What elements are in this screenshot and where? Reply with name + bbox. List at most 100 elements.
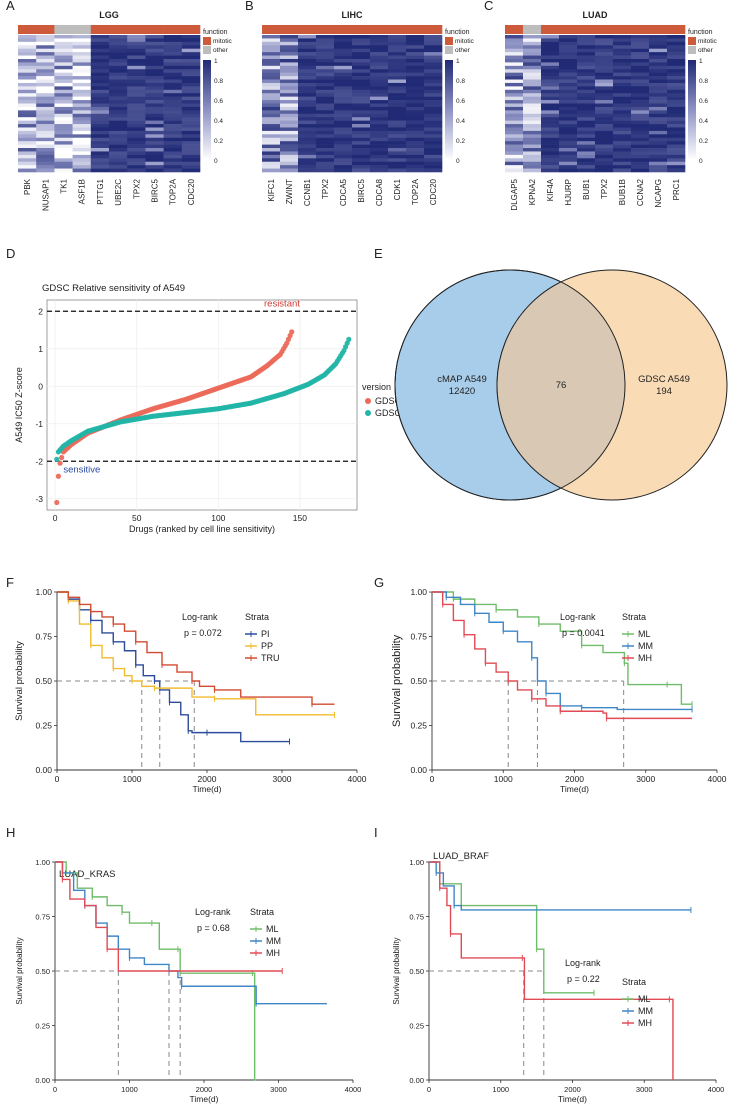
heatmap-cell (90, 35, 110, 39)
heatmap-cell (370, 96, 389, 101)
heatmap-cell (505, 45, 524, 49)
heatmap-cell (667, 41, 686, 46)
heatmap-cell (72, 86, 92, 91)
heatmap-cell (523, 89, 542, 94)
survival-curve-ml (432, 591, 693, 705)
heatmap-cell (72, 69, 92, 73)
heatmap-cell (577, 103, 596, 108)
heatmap-cell (649, 72, 668, 77)
heatmap-cell (559, 45, 578, 49)
heatmap-cell (406, 113, 425, 118)
heatmap-cell (352, 100, 371, 104)
venn-count-gdsc: 194 (656, 386, 672, 397)
scatter-point-gdsc1 (289, 329, 295, 335)
heatmap-cell (370, 55, 389, 60)
colorbar-tick: 1 (699, 58, 703, 65)
heatmap-cell (541, 58, 560, 63)
heatmap-cell (406, 93, 425, 97)
heatmap-cell (505, 62, 524, 67)
p-value: p = 0.22 (567, 974, 600, 984)
heatmap-cell (667, 89, 686, 94)
heatmap-cell (388, 89, 407, 94)
heatmap-cell (559, 41, 578, 46)
heatmap-cell (649, 106, 668, 111)
heatmap-cell (370, 113, 389, 118)
heatmap-cell (72, 79, 92, 84)
heatmap-cell (280, 65, 299, 70)
y-tick-label: 1.00 (409, 858, 424, 867)
heatmap-cell (90, 127, 110, 132)
heatmap-cell (424, 35, 443, 39)
heatmap-cell (298, 141, 317, 145)
heatmap-cell (163, 82, 183, 87)
heatmap-cell (559, 137, 578, 142)
heatmap-cell (505, 86, 524, 91)
colorbar (445, 60, 453, 160)
heatmap-cell (424, 100, 443, 104)
panel-letter-i: I (374, 825, 378, 840)
heatmap-cell (54, 124, 73, 128)
heatmap-cell (370, 69, 389, 73)
heatmap-cell (54, 141, 73, 145)
legend-label-mh: MH (266, 948, 280, 958)
heatmap-cell (424, 161, 443, 166)
heatmap-cell (370, 89, 389, 94)
heatmap-cell (352, 120, 371, 125)
heatmap-cell (631, 86, 650, 91)
heatmap-cell (352, 96, 371, 101)
heatmap-cell (388, 82, 407, 87)
survival-curve-mm (429, 861, 691, 911)
heatmap-cell (163, 117, 183, 121)
heatmap-cell (163, 154, 183, 159)
heatmap-cell (649, 100, 668, 104)
panel-letter-h: H (6, 825, 15, 840)
x-axis-label: Drugs (ranked by cell line sensitivity) (129, 524, 275, 534)
heatmap-cell (109, 65, 128, 70)
heatmap-cell (280, 45, 299, 49)
heatmap-cell (127, 154, 146, 159)
heatmap-cell (667, 58, 686, 63)
function-bar-pbk (18, 25, 37, 34)
heatmap-cell (298, 127, 317, 132)
heatmap-cell (262, 113, 281, 118)
heatmap-cell (649, 55, 668, 60)
gene-label-tpx2: TPX2 (600, 178, 609, 199)
heatmap-cell (595, 69, 614, 73)
heatmap-cell (370, 110, 389, 115)
heatmap-cell (595, 154, 614, 159)
heatmap-cell (54, 45, 73, 49)
heatmap-cell (36, 120, 55, 125)
function-bar-hjurp (559, 25, 578, 34)
heatmap-cell (649, 165, 668, 169)
heatmap-cell (613, 38, 632, 43)
heatmap-cell (613, 82, 632, 87)
heatmap-cell (145, 72, 164, 77)
heatmap-cell (181, 165, 201, 169)
heatmap-cell (18, 72, 37, 77)
heatmap-cell (388, 117, 407, 121)
heatmap-cell (316, 55, 335, 60)
heatmap-cell (424, 168, 443, 173)
legend-title-function: function (688, 29, 713, 36)
y-tick-label: 0.00 (409, 1076, 424, 1085)
function-bar-tpx2 (127, 25, 146, 34)
heatmap-cell (109, 100, 128, 104)
heatmap-cell (352, 58, 371, 63)
heatmap-cell (577, 120, 596, 125)
heatmap-cell (649, 120, 668, 125)
heatmap-cell (316, 127, 335, 132)
heatmap-cell (370, 103, 389, 108)
heatmap-cell (541, 154, 560, 159)
heatmap-cell (90, 134, 110, 139)
survival-curve-mh (429, 861, 674, 1080)
heatmap-cell (559, 168, 578, 173)
y-tick-label: 1 (38, 344, 43, 354)
heatmap-cell (406, 55, 425, 60)
y-axis-label: Survival probability (392, 937, 401, 1004)
heatmap-cell (316, 38, 335, 43)
heatmap-cell (667, 52, 686, 56)
heatmap-cell (316, 130, 335, 135)
heatmap-cell (370, 93, 389, 97)
heatmap-cell (280, 82, 299, 87)
heatmap-cell (631, 69, 650, 73)
